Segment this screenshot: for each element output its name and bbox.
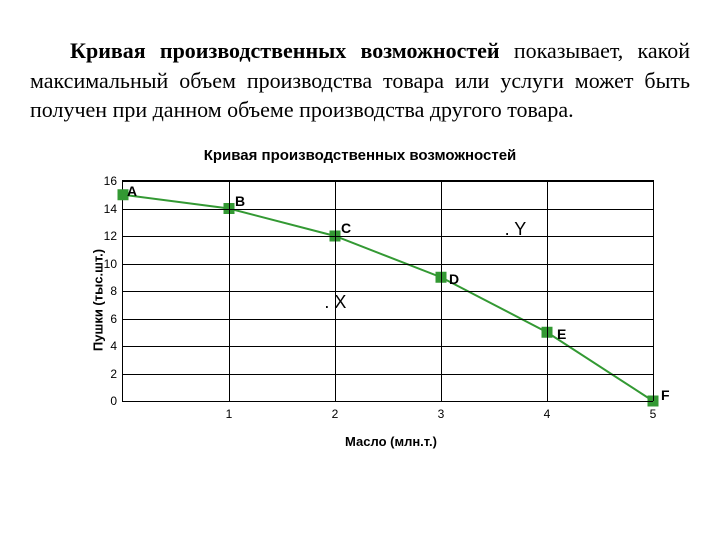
ytick-label: 6: [110, 312, 117, 326]
gridline-h: [123, 401, 653, 402]
gridline-h: [123, 264, 653, 265]
gridline-v: [441, 181, 442, 401]
point-label: A: [127, 183, 137, 199]
region-label: . X: [324, 292, 346, 313]
x-axis-label: Масло (млн.т.): [112, 434, 670, 449]
gridline-h: [123, 346, 653, 347]
plot-area: 024681012141612345ABCDEF. X. Y: [122, 180, 654, 402]
gridline-h: [123, 291, 653, 292]
point-label: F: [661, 387, 670, 403]
point-label: D: [449, 271, 459, 287]
ppf-line: [123, 195, 653, 401]
ytick-label: 12: [104, 229, 117, 243]
ytick-label: 10: [104, 257, 117, 271]
xtick-label: 3: [438, 407, 445, 421]
gridline-h: [123, 209, 653, 210]
gridline-h: [123, 236, 653, 237]
ytick-label: 16: [104, 174, 117, 188]
intro-paragraph: Кривая производственных возможностей пок…: [0, 22, 720, 125]
ytick-label: 4: [110, 339, 117, 353]
gridline-h: [123, 319, 653, 320]
gridline-h: [123, 181, 653, 182]
chart-title: Кривая производственных возможностей: [50, 147, 670, 164]
gridline-v: [653, 181, 654, 401]
ytick-label: 2: [110, 367, 117, 381]
ytick-label: 14: [104, 202, 117, 216]
ppf-chart: Кривая производственных возможностей Пуш…: [50, 147, 670, 449]
gridline-v: [547, 181, 548, 401]
gridline-h: [123, 374, 653, 375]
plot-outer: Пушки (тыс.шт.) 024681012141612345ABCDEF…: [112, 170, 670, 430]
region-label: . Y: [505, 219, 527, 240]
xtick-label: 2: [332, 407, 339, 421]
point-label: B: [235, 193, 245, 209]
point-label: C: [341, 220, 351, 236]
xtick-label: 5: [650, 407, 657, 421]
xtick-label: 1: [226, 407, 233, 421]
ytick-label: 0: [110, 394, 117, 408]
xtick-label: 4: [544, 407, 551, 421]
point-label: E: [557, 326, 566, 342]
gridline-v: [335, 181, 336, 401]
gridline-v: [229, 181, 230, 401]
intro-lead: Кривая производственных возможностей: [70, 38, 500, 63]
ytick-label: 8: [110, 284, 117, 298]
